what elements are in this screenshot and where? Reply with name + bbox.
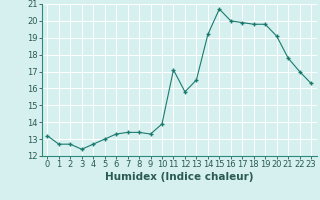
X-axis label: Humidex (Indice chaleur): Humidex (Indice chaleur): [105, 172, 253, 182]
